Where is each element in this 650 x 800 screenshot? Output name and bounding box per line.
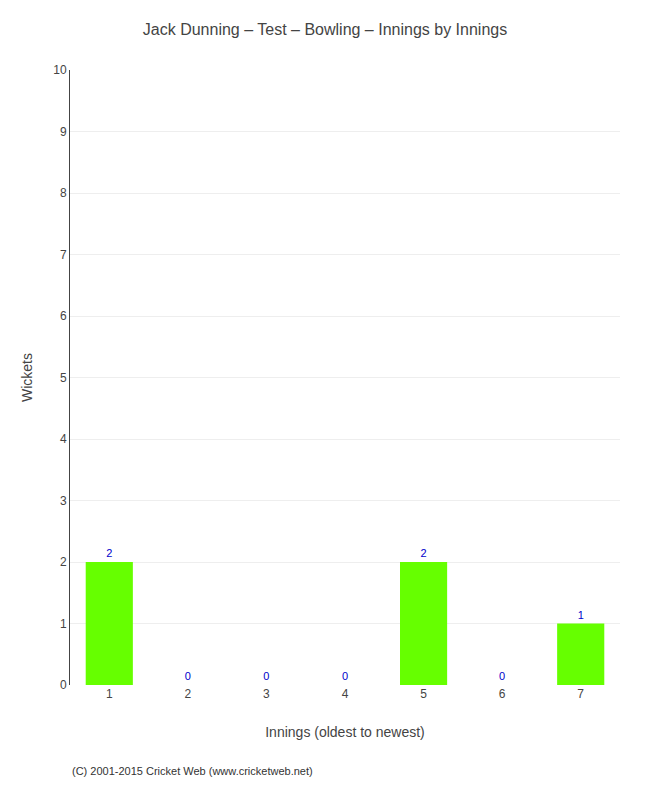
svg-text:(C) 2001-2015 Cricket Web (www: (C) 2001-2015 Cricket Web (www.cricketwe… xyxy=(72,765,313,777)
svg-text:4: 4 xyxy=(60,432,67,446)
svg-text:2: 2 xyxy=(185,687,192,701)
svg-text:0: 0 xyxy=(263,670,269,682)
svg-text:3: 3 xyxy=(263,687,270,701)
svg-text:Innings (oldest to newest): Innings (oldest to newest) xyxy=(265,724,425,740)
svg-text:1: 1 xyxy=(60,617,67,631)
svg-text:7: 7 xyxy=(577,687,584,701)
svg-text:10: 10 xyxy=(53,63,67,77)
svg-text:0: 0 xyxy=(185,670,191,682)
svg-text:0: 0 xyxy=(499,670,505,682)
svg-text:0: 0 xyxy=(342,670,348,682)
svg-text:1: 1 xyxy=(106,687,113,701)
svg-text:5: 5 xyxy=(60,371,67,385)
svg-text:Jack Dunning – Test – Bowling: Jack Dunning – Test – Bowling – Innings … xyxy=(143,21,507,38)
svg-text:0: 0 xyxy=(60,678,67,692)
svg-text:2: 2 xyxy=(421,547,427,559)
svg-text:5: 5 xyxy=(420,687,427,701)
svg-text:6: 6 xyxy=(60,309,67,323)
svg-text:2: 2 xyxy=(106,547,112,559)
svg-text:7: 7 xyxy=(60,248,67,262)
svg-text:3: 3 xyxy=(60,494,67,508)
svg-text:Wickets: Wickets xyxy=(19,353,35,402)
svg-text:6: 6 xyxy=(499,687,506,701)
svg-text:2: 2 xyxy=(60,555,67,569)
svg-text:1: 1 xyxy=(578,609,584,621)
svg-text:9: 9 xyxy=(60,125,67,139)
svg-text:4: 4 xyxy=(342,687,349,701)
svg-text:8: 8 xyxy=(60,186,67,200)
